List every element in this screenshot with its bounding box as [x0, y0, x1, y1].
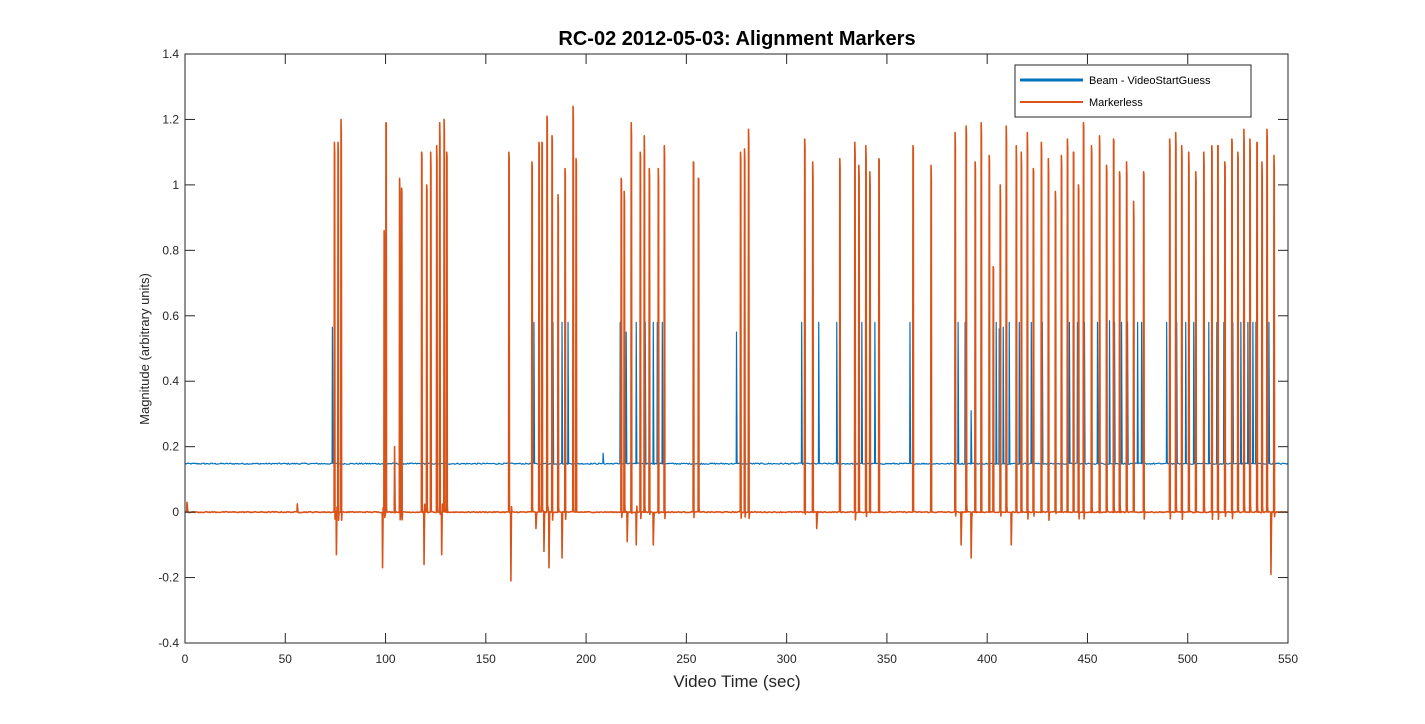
x-tick-label: 550: [1278, 652, 1298, 666]
y-tick-label: 1.2: [162, 112, 179, 126]
x-tick-label: 350: [877, 652, 897, 666]
x-tick-label: 100: [376, 652, 396, 666]
legend: Beam - VideoStartGuess Markerless: [1014, 64, 1252, 118]
legend-box: [1014, 64, 1252, 118]
y-tick-label: 0.4: [162, 374, 179, 388]
y-axis-label: Magnitude (arbitrary units): [137, 273, 152, 425]
y-tick-label: 0: [172, 505, 179, 519]
x-tick-label: 500: [1178, 652, 1198, 666]
x-tick-label: 150: [476, 652, 496, 666]
x-tick-label: 450: [1077, 652, 1097, 666]
series-layer: [185, 105, 1288, 582]
legend-label-beam: Beam - VideoStartGuess: [1089, 75, 1211, 87]
y-tick-label: 0.6: [162, 309, 179, 323]
x-tick-label: 400: [977, 652, 997, 666]
x-tick-label: 200: [576, 652, 596, 666]
y-tick-label: 1: [172, 178, 179, 192]
y-tick-label: 0.2: [162, 440, 179, 454]
axes-box: [184, 53, 1289, 644]
y-tick-label: 0.8: [162, 243, 179, 257]
x-tick-label: 0: [182, 652, 189, 666]
series-line-markerless: [185, 105, 1288, 582]
x-axis-label: Video Time (sec): [673, 672, 800, 691]
chart-title: RC-02 2012-05-03: Alignment Markers: [558, 28, 915, 50]
x-tick-label: 250: [676, 652, 696, 666]
y-tick-label: 1.4: [162, 47, 179, 61]
x-tick-label: 50: [279, 652, 293, 666]
plot-area: [184, 53, 1289, 644]
x-axis: 0 50 100 150 200 250 300 350 400 450 500 550: [182, 54, 1298, 666]
y-tick-label: -0.2: [158, 571, 179, 585]
legend-label-markerless: Markerless: [1089, 97, 1143, 109]
y-axis: -0.4 -0.2 0 0.2 0.4 0.6 0.8 1 1.2 1.4: [158, 47, 1288, 650]
y-tick-label: -0.4: [158, 636, 179, 650]
x-tick-label: 300: [777, 652, 797, 666]
